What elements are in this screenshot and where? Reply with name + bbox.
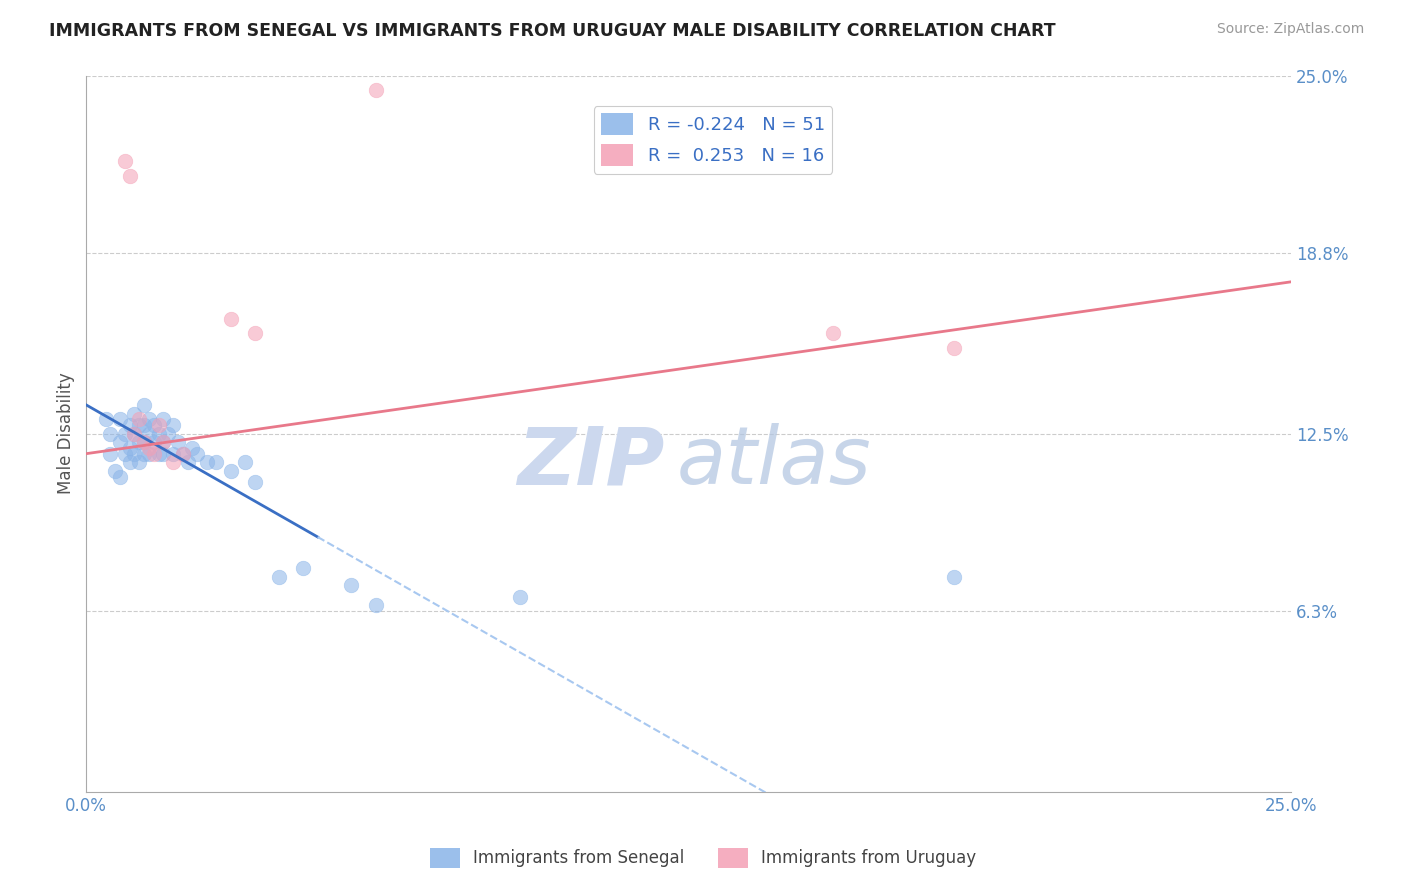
Point [138, 447, 160, 461]
Legend: R = -0.224   N = 51, R =  0.253   N = 16: R = -0.224 N = 51, R = 0.253 N = 16 [593, 106, 832, 174]
Point [118, 441, 141, 455]
Point [142, 417, 165, 432]
Point [148, 447, 170, 461]
Point [152, 435, 174, 450]
Point [219, 312, 242, 326]
Point [138, 426, 160, 441]
Point [114, 426, 136, 441]
Point [176, 455, 198, 469]
Y-axis label: Male Disability: Male Disability [58, 373, 75, 494]
Point [108, 469, 131, 483]
Point [114, 447, 136, 461]
Point [118, 455, 141, 469]
Point [100, 426, 122, 441]
Point [162, 447, 184, 461]
Point [186, 447, 208, 461]
Point [364, 599, 387, 613]
Point [138, 441, 160, 455]
Point [128, 417, 150, 432]
Point [114, 154, 136, 169]
Point [128, 455, 150, 469]
Point [243, 475, 266, 490]
Point [142, 447, 165, 461]
Point [108, 412, 131, 426]
Point [181, 441, 204, 455]
Point [128, 412, 150, 426]
Point [364, 83, 387, 97]
Text: IMMIGRANTS FROM SENEGAL VS IMMIGRANTS FROM URUGUAY MALE DISABILITY CORRELATION C: IMMIGRANTS FROM SENEGAL VS IMMIGRANTS FR… [49, 22, 1056, 40]
Point [172, 447, 194, 461]
Point [942, 341, 965, 355]
Point [152, 447, 174, 461]
Point [162, 417, 184, 432]
Point [134, 435, 156, 450]
Point [235, 455, 257, 469]
Point [118, 417, 141, 432]
Point [243, 326, 266, 341]
Point [167, 435, 190, 450]
Point [148, 417, 170, 432]
Point [823, 326, 845, 341]
Point [118, 169, 141, 183]
Point [124, 426, 146, 441]
Point [104, 464, 127, 478]
Text: Source: ZipAtlas.com: Source: ZipAtlas.com [1216, 22, 1364, 37]
Point [172, 447, 194, 461]
Point [138, 412, 160, 426]
Point [128, 435, 150, 450]
Point [124, 426, 146, 441]
Legend: Immigrants from Senegal, Immigrants from Uruguay: Immigrants from Senegal, Immigrants from… [423, 841, 983, 875]
Text: atlas: atlas [676, 424, 872, 501]
Point [340, 578, 363, 592]
Text: ZIP: ZIP [517, 424, 665, 501]
Point [148, 426, 170, 441]
Point [269, 570, 291, 584]
Point [509, 590, 531, 604]
Point [134, 447, 156, 461]
Point [124, 447, 146, 461]
Point [134, 398, 156, 412]
Point [292, 561, 315, 575]
Point [205, 455, 228, 469]
Point [152, 435, 174, 450]
Point [108, 435, 131, 450]
Point [152, 412, 174, 426]
Point [134, 435, 156, 450]
Point [942, 570, 965, 584]
Point [219, 464, 242, 478]
Point [100, 447, 122, 461]
Point [124, 407, 146, 421]
Point [195, 455, 218, 469]
Point [94, 412, 117, 426]
Point [162, 455, 184, 469]
Point [157, 426, 180, 441]
Point [134, 417, 156, 432]
Point [142, 435, 165, 450]
